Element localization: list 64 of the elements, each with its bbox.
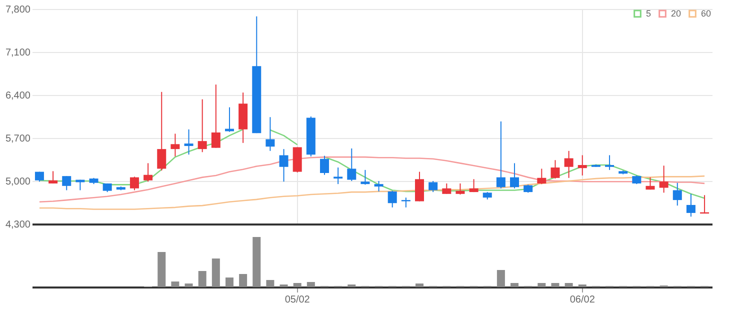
bar: [564, 283, 573, 287]
candlestick: [211, 84, 220, 148]
bar: [538, 283, 546, 287]
y-tick-label: 4,300: [5, 220, 31, 230]
candlestick: [279, 148, 288, 182]
candlestick: [686, 193, 696, 218]
candlestick: [550, 160, 560, 180]
candlestick: [510, 162, 520, 189]
candlestick: [334, 166, 343, 185]
bar: [266, 280, 274, 287]
candlestick: [537, 168, 546, 185]
bar: [510, 283, 519, 287]
candlestick: [415, 171, 424, 202]
candlestick: [170, 133, 180, 157]
x-tick-label: 06/02: [570, 294, 596, 306]
candlestick: [428, 180, 438, 193]
candlestick: [659, 165, 668, 194]
line-series: [38, 175, 706, 210]
candlestick: [496, 120, 506, 189]
line-series: [38, 156, 706, 203]
bar: [184, 284, 193, 287]
candlestick: [130, 176, 139, 191]
x-tick-label: 05/02: [284, 294, 310, 306]
bar: [212, 258, 220, 287]
candlestick: [672, 182, 682, 206]
bar: [198, 271, 206, 287]
candlestick: [605, 154, 614, 170]
bar: [158, 252, 166, 287]
candlestick: [184, 128, 194, 156]
bar: [239, 274, 248, 287]
y-tick-label: 6,400: [5, 90, 31, 102]
candlestick: [198, 98, 207, 153]
candlestick: [144, 162, 153, 182]
y-tick-label: 7,100: [5, 48, 31, 58]
candlestick: [62, 176, 72, 191]
candlestick: [388, 190, 397, 208]
candlestick: [456, 182, 465, 196]
candlestick: [266, 116, 275, 152]
bar: [171, 282, 180, 287]
bar: [225, 278, 234, 287]
y-tick-label: 5,700: [5, 134, 31, 144]
candlestick: [157, 91, 166, 172]
bar: [416, 284, 424, 287]
candlestick: [442, 182, 452, 194]
candlestick: [564, 150, 574, 178]
bar: [551, 283, 560, 287]
candlestick: [320, 155, 329, 176]
bar: [306, 282, 315, 287]
y-tick-label: 5,000: [5, 176, 31, 188]
legend-label: 20: [671, 8, 682, 19]
bar: [252, 237, 261, 287]
legend-label: 60: [701, 8, 712, 19]
candlestick: [646, 176, 655, 190]
candlestick: [360, 169, 370, 186]
bar: [293, 283, 302, 287]
legend-label: 5: [646, 8, 652, 19]
candlestick: [48, 170, 58, 184]
candlestick: [374, 180, 384, 192]
y-tick-label: 7,800: [5, 4, 31, 16]
candlestick: [578, 154, 587, 176]
candlestick: [347, 148, 356, 182]
candlestick: [401, 197, 410, 208]
bar: [496, 270, 505, 287]
candlestick: [469, 178, 478, 193]
